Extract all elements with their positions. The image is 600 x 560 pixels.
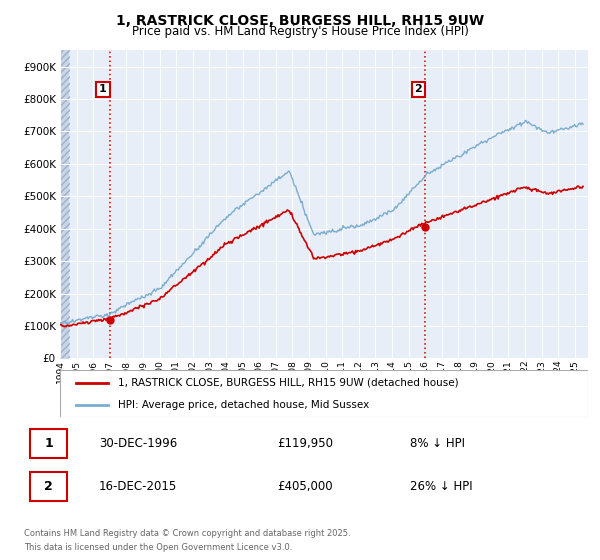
- Text: HPI: Average price, detached house, Mid Sussex: HPI: Average price, detached house, Mid …: [118, 400, 370, 410]
- FancyBboxPatch shape: [30, 472, 67, 501]
- Text: 26% ↓ HPI: 26% ↓ HPI: [410, 480, 473, 493]
- Text: 8% ↓ HPI: 8% ↓ HPI: [410, 437, 465, 450]
- Text: 2: 2: [415, 85, 422, 94]
- Bar: [60, 50, 70, 358]
- Text: 1: 1: [44, 437, 53, 450]
- Text: This data is licensed under the Open Government Licence v3.0.: This data is licensed under the Open Gov…: [24, 543, 292, 552]
- Text: Contains HM Land Registry data © Crown copyright and database right 2025.: Contains HM Land Registry data © Crown c…: [24, 529, 350, 538]
- Text: £119,950: £119,950: [277, 437, 334, 450]
- Text: 1, RASTRICK CLOSE, BURGESS HILL, RH15 9UW (detached house): 1, RASTRICK CLOSE, BURGESS HILL, RH15 9U…: [118, 378, 459, 388]
- Text: 30-DEC-1996: 30-DEC-1996: [99, 437, 177, 450]
- Text: Price paid vs. HM Land Registry's House Price Index (HPI): Price paid vs. HM Land Registry's House …: [131, 25, 469, 38]
- Text: 2: 2: [44, 480, 53, 493]
- Text: £405,000: £405,000: [277, 480, 333, 493]
- Text: 1, RASTRICK CLOSE, BURGESS HILL, RH15 9UW: 1, RASTRICK CLOSE, BURGESS HILL, RH15 9U…: [116, 14, 484, 28]
- FancyBboxPatch shape: [30, 429, 67, 458]
- Text: 1: 1: [99, 85, 107, 94]
- FancyBboxPatch shape: [60, 370, 588, 417]
- Text: 16-DEC-2015: 16-DEC-2015: [99, 480, 177, 493]
